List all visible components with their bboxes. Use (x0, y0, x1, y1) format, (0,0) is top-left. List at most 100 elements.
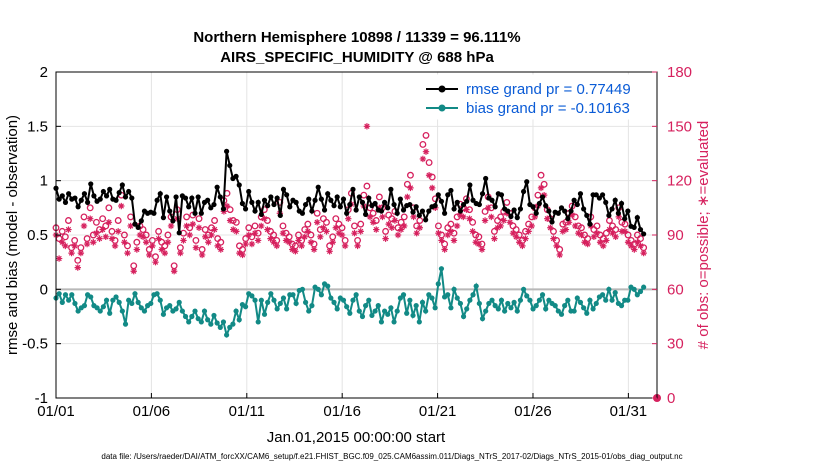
possible-obs-marker (382, 227, 390, 235)
evaluated-obs-marker (624, 239, 632, 246)
possible-obs-marker (195, 215, 203, 223)
rmse-series (53, 148, 647, 237)
evaluated-obs-marker (332, 224, 340, 231)
y-left-axis-ticks: -1 -0.5 0 0.5 1 1.5 2 (22, 64, 61, 407)
bias-point (94, 305, 100, 311)
evaluated-obs-marker (401, 222, 408, 230)
possible-obs-marker (497, 213, 505, 221)
bias-point (148, 300, 154, 307)
rmse-point (641, 231, 647, 237)
evaluated-obs-marker (463, 206, 470, 213)
bias-point (119, 308, 125, 314)
evaluated-obs-marker (497, 222, 504, 230)
rmse-point (258, 211, 264, 217)
bias-point (103, 297, 110, 303)
possible-obs-marker (323, 218, 330, 226)
possible-obs-marker (99, 215, 107, 223)
y-right-tick-label: 150 (667, 118, 692, 135)
possible-obs-marker (152, 253, 159, 261)
evaluated-obs-marker (457, 211, 464, 219)
y-right-tick-label: 60 (667, 281, 684, 298)
bias-point (473, 283, 479, 289)
evaluated-obs-marker (544, 215, 551, 222)
possible-obs-marker (148, 236, 156, 244)
rmse-point (505, 208, 511, 214)
legend-rmse-label: rmse grand pr = 0.77449 (466, 81, 631, 98)
evaluated-obs-marker (130, 268, 137, 275)
possible-obs-marker (214, 235, 222, 243)
bias-point (214, 320, 220, 326)
evaluated-obs-marker (354, 242, 361, 250)
bias-point (492, 303, 498, 309)
evaluated-obs-marker (226, 217, 234, 224)
possible-obs-marker (419, 140, 427, 148)
rmse-point (205, 197, 211, 203)
rmse-point (536, 200, 542, 207)
rmse-point (325, 191, 331, 197)
x-tick-label: 01/21 (419, 403, 457, 420)
chart-title-line1: Northern Hemisphere 10898 / 11339 = 96.1… (193, 29, 520, 46)
bias-point (252, 297, 258, 303)
rmse-point (549, 219, 555, 225)
rmse-point (546, 208, 552, 214)
bias-point (284, 306, 290, 312)
rmse-point (470, 197, 476, 203)
evaluated-obs-marker (96, 235, 103, 242)
rmse-point (593, 192, 599, 198)
bias-point (467, 297, 473, 303)
rmse-point (372, 200, 378, 207)
evaluated-obs-marker (509, 229, 517, 237)
bias-point (457, 300, 464, 307)
rmse-point (211, 201, 217, 208)
y-left-tick-label: 1.5 (27, 118, 48, 135)
rmse-point (587, 221, 593, 227)
bias-point (224, 332, 230, 338)
evaluated-obs-marker (146, 251, 153, 259)
rmse-point (574, 201, 580, 208)
x-tick-label: 01/01 (37, 403, 75, 420)
evaluated-obs-marker (301, 233, 308, 241)
evaluated-obs-marker (404, 193, 411, 201)
bias-point (192, 308, 198, 314)
rmse-point (457, 208, 464, 214)
rmse-point (498, 192, 505, 198)
rmse-point (157, 191, 163, 197)
evaluated-obs-marker (273, 242, 280, 250)
rmse-point (126, 188, 132, 195)
evaluated-obs-marker (295, 237, 302, 244)
possible-obs-marker (490, 227, 498, 235)
evaluated-obs-marker (164, 239, 172, 246)
bias-point (274, 306, 280, 312)
bias-point (419, 299, 426, 305)
bias-point (432, 305, 438, 311)
bias-point (315, 286, 321, 292)
rmse-point (119, 182, 125, 188)
evaluated-obs-marker (466, 215, 473, 222)
bias-point (606, 286, 612, 292)
evaluated-obs-marker (441, 246, 448, 253)
legend: rmse grand pr = 0.77449 bias grand pr = … (417, 74, 655, 120)
evaluated-obs-marker (242, 240, 249, 248)
evaluated-obs-marker (108, 235, 116, 242)
possible-obs-marker (120, 231, 128, 239)
bias-point (299, 286, 306, 292)
y-left-tick-label: 0 (40, 281, 48, 298)
x-tick-label: 01/06 (133, 403, 171, 420)
rmse-point (214, 184, 220, 190)
bias-point (514, 308, 520, 314)
possible-obs-marker (319, 215, 327, 223)
rmse-point (302, 201, 309, 208)
bias-point (268, 291, 274, 297)
bias-point (388, 305, 394, 311)
bias-point (584, 310, 590, 316)
possible-obs-marker (245, 224, 253, 232)
rmse-point (584, 212, 590, 219)
rmse-point (492, 204, 498, 210)
evaluated-obs-marker (279, 229, 287, 237)
bias-point (56, 291, 62, 297)
bias-point (293, 300, 299, 307)
rmse-point (596, 195, 603, 201)
evaluated-obs-marker (93, 229, 100, 237)
rmse-point (622, 216, 628, 222)
bias-point (524, 293, 530, 299)
